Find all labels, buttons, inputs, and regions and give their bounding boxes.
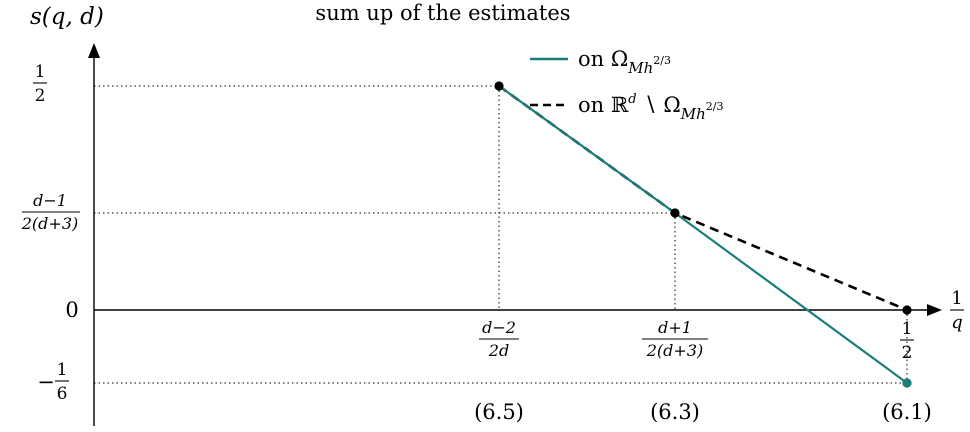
x-tick-third-denominator: 2 xyxy=(902,343,913,363)
point-middle xyxy=(670,208,680,218)
x-tick-first-denominator: 2d xyxy=(488,341,509,360)
y-tick-half-numerator: 1 xyxy=(35,62,46,82)
ref-first: (6.5) xyxy=(474,400,524,424)
legend-item-solid: on ΩMh2/3 xyxy=(530,47,671,77)
y-tick-mid-denominator: 2(d+3) xyxy=(21,214,79,233)
x-axis-arrow-icon xyxy=(927,304,942,316)
legend-solid-label: on ΩMh2/3 xyxy=(578,47,671,77)
x-axis-label-denominator: q xyxy=(951,312,963,333)
point-right-zero xyxy=(902,305,912,315)
x-axis-label-numerator: 1 xyxy=(951,288,962,309)
guide-lines xyxy=(94,85,908,384)
y-tick-zero: 0 xyxy=(65,298,78,322)
legend-dashed-label: on ℝd ∖ ΩMh2/3 xyxy=(578,92,724,123)
y-tick-neg-sixth-denominator: 6 xyxy=(57,384,68,404)
y-tick-neg-sixth-numerator: 1 xyxy=(57,360,68,380)
x-tick-second-numerator: d+1 xyxy=(658,318,692,337)
x-tick-third-numerator: 1 xyxy=(902,319,913,339)
point-top xyxy=(494,81,504,91)
y-axis-label: s(q, d) xyxy=(30,4,104,30)
legend-item-dashed: on ℝd ∖ ΩMh2/3 xyxy=(530,92,724,123)
x-tick-third: 1 2 xyxy=(900,319,914,363)
y-axis-arrow-icon xyxy=(88,43,100,58)
y-tick-mid-numerator: d−1 xyxy=(33,191,67,210)
ref-second: (6.3) xyxy=(650,400,700,424)
y-tick-half: 1 2 xyxy=(33,62,47,106)
x-tick-second: d+1 2(d+3) xyxy=(642,318,708,360)
legend: on ΩMh2/3 on ℝd ∖ ΩMh2/3 xyxy=(530,47,724,123)
y-tick-neg-sixth-sign: − xyxy=(37,370,55,394)
y-tick-neg-sixth: − 1 6 xyxy=(37,360,69,404)
point-right-bottom xyxy=(902,378,912,388)
x-tick-first: d−2 2d xyxy=(479,318,519,360)
x-axis-label: 1 q xyxy=(950,288,964,333)
x-tick-first-numerator: d−2 xyxy=(482,318,516,337)
y-tick-half-denominator: 2 xyxy=(35,86,46,106)
x-tick-second-denominator: 2(d+3) xyxy=(646,341,704,360)
y-tick-mid: d−1 2(d+3) xyxy=(21,191,80,233)
diagram-title: sum up of the estimates xyxy=(315,1,570,25)
ref-third: (6.1) xyxy=(882,400,932,424)
